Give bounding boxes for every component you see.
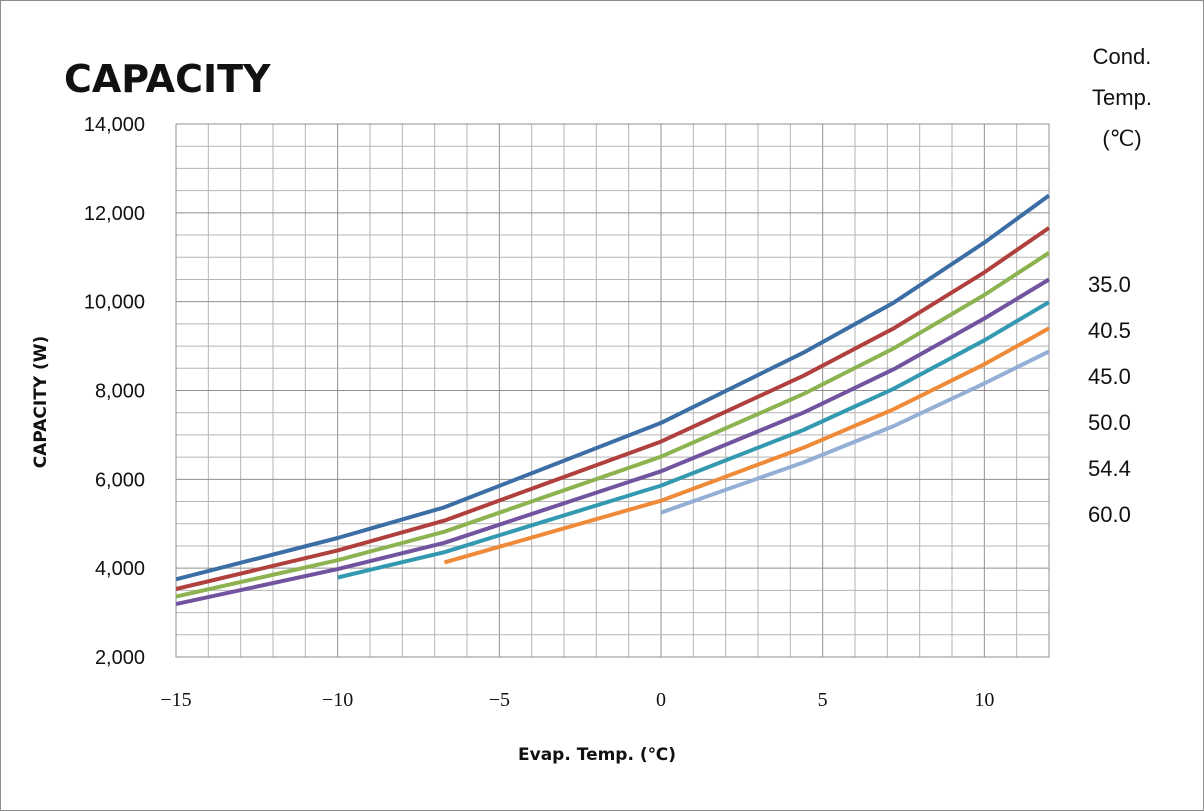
series-line-2 (175, 251, 1051, 599)
legend-entry: 40.5 (1088, 318, 1131, 343)
series-line-0 (175, 193, 1051, 582)
x-tick-label: 5 (818, 689, 828, 711)
x-tick-label: 0 (656, 689, 666, 711)
y-tick-label: 10,000 (84, 292, 145, 314)
chart-title: CAPACITY (64, 57, 271, 101)
x-tick-label: −10 (322, 689, 353, 711)
y-tick-label: 8,000 (95, 381, 145, 403)
legend: Cond. Temp. (℃) 35.0 40.5 45.0 50.0 54.4 60.0 (1088, 44, 1152, 527)
series-line-6 (660, 349, 1050, 515)
legend-entry: 60.0 (1088, 502, 1131, 527)
legend-entry: 50.0 (1088, 410, 1131, 435)
series-line-3 (175, 277, 1051, 607)
x-tick-label: −15 (160, 689, 191, 711)
y-tick-label: 2,000 (95, 647, 145, 669)
y-tick-label: 14,000 (84, 114, 145, 136)
series-line-5 (443, 326, 1050, 565)
legend-title-line-1: Cond. (1093, 44, 1152, 69)
series-line-1 (175, 226, 1051, 591)
series-lines (175, 193, 1051, 607)
legend-title-line-3: (℃) (1102, 126, 1141, 151)
y-tick-label: 4,000 (95, 558, 145, 580)
plot-area-border (175, 123, 1050, 658)
x-axis-ticks: −15 −10 −5 0 5 10 (160, 689, 994, 711)
y-axis-ticks: 2,000 4,000 6,000 8,000 10,000 12,000 14,000 (84, 114, 145, 669)
plot-grid (175, 123, 1050, 658)
x-axis-title: Evap. Temp. (℃) (518, 745, 676, 765)
legend-entry: 54.4 (1088, 456, 1131, 481)
y-tick-label: 6,000 (95, 469, 145, 491)
y-axis-title: CAPACITY (W) (31, 336, 51, 469)
legend-entry: 35.0 (1088, 272, 1131, 297)
legend-items: 35.0 40.5 45.0 50.0 54.4 60.0 (1088, 272, 1131, 527)
x-tick-label: −5 (489, 689, 510, 711)
x-tick-label: 10 (974, 689, 994, 711)
legend-title-line-2: Temp. (1092, 85, 1152, 110)
legend-entry: 45.0 (1088, 364, 1131, 389)
y-tick-label: 12,000 (84, 203, 145, 225)
series-line-4 (337, 300, 1051, 580)
